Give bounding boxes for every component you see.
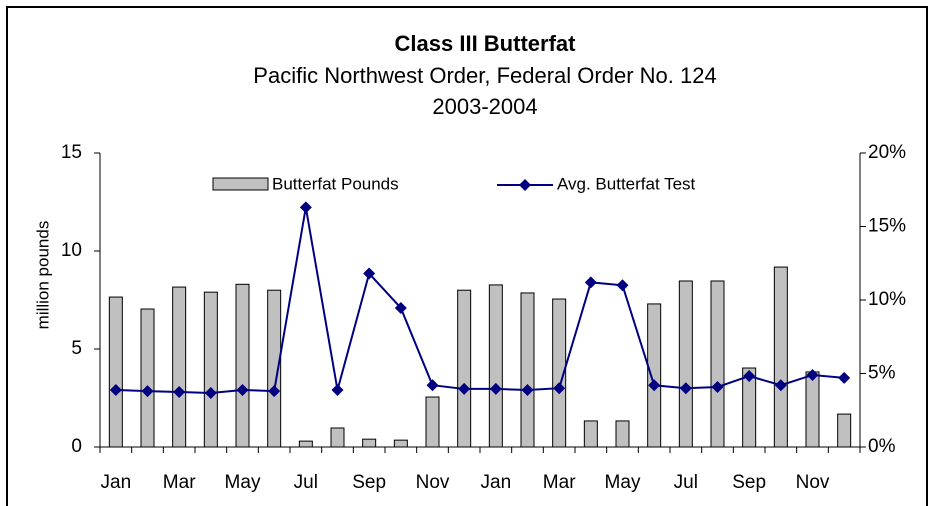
line-marker [679,382,692,395]
y-tick-label: 10 [61,240,82,261]
frame [6,6,928,506]
y-tick-label: 0 [71,436,82,457]
bar [393,439,408,448]
line-marker [489,382,502,395]
bar [330,427,345,448]
line-marker [363,267,376,280]
line-marker [743,369,756,382]
x-tick-label: Mar [163,472,196,493]
bar [520,292,535,448]
line-marker [711,381,724,394]
x-tick-label: Jan [101,472,132,493]
line-marker [331,383,344,396]
bar [488,284,503,448]
bar [678,280,693,448]
bar [837,413,852,448]
line-marker [204,387,217,400]
line-marker [648,379,661,392]
line-marker [394,301,407,314]
x-tick-label: May [605,472,641,493]
x-tick-label: May [225,472,261,493]
y2-tick-label: 5% [868,363,896,384]
line-marker [838,371,851,384]
y2-tick-label: 10% [868,289,906,310]
line-marker [774,379,787,392]
y2-tick-label: 15% [868,216,906,237]
y2-tick-label: 0% [868,436,896,457]
x-tick-label: Sep [352,472,386,493]
x-tick-label: Jan [481,472,512,493]
y2-tick-label: 20% [868,142,906,163]
x-tick-label: Nov [416,472,450,493]
line-marker [458,382,471,395]
line-marker [553,382,566,395]
line-marker [616,279,629,292]
x-tick-label: Nov [796,472,830,493]
legend-label: Butterfat Pounds [272,174,399,193]
bar [203,291,218,448]
line-marker [173,386,186,399]
bar [615,420,630,448]
x-tick-label: Jul [294,472,318,493]
bar [235,283,250,448]
bar [425,396,440,448]
bar [773,266,788,448]
bar [710,280,725,448]
legend-label: Avg. Butterfat Test [557,174,696,193]
line [115,207,845,395]
line-marker [236,383,249,396]
line-marker [299,201,312,214]
line-marker [521,383,534,396]
x-tick-label: Jul [674,472,698,493]
y-axis-title: million pounds [33,221,52,330]
x-tick-label: Sep [732,472,766,493]
line-marker [109,383,122,396]
bar [172,286,187,448]
bar [805,371,820,448]
line-marker [268,385,281,398]
line-marker [584,276,597,289]
line-marker [141,385,154,398]
line-marker [806,368,819,381]
chart-subtitle: Pacific Northwest Order, Federal Order N… [253,63,716,88]
y-tick-label: 5 [71,338,82,359]
bar [583,420,598,448]
bar [140,308,155,448]
bar [108,296,123,448]
bar [362,438,377,448]
legend-swatch [212,177,269,191]
bar [647,303,662,448]
chart-subtitle: 2003-2004 [432,94,537,119]
bar [298,440,313,448]
line-marker [426,379,439,392]
y-tick-label: 15 [61,142,82,163]
x-tick-label: Mar [543,472,576,493]
bar [457,289,472,448]
chart-title: Class III Butterfat [395,31,577,56]
legend-swatch [519,179,531,191]
